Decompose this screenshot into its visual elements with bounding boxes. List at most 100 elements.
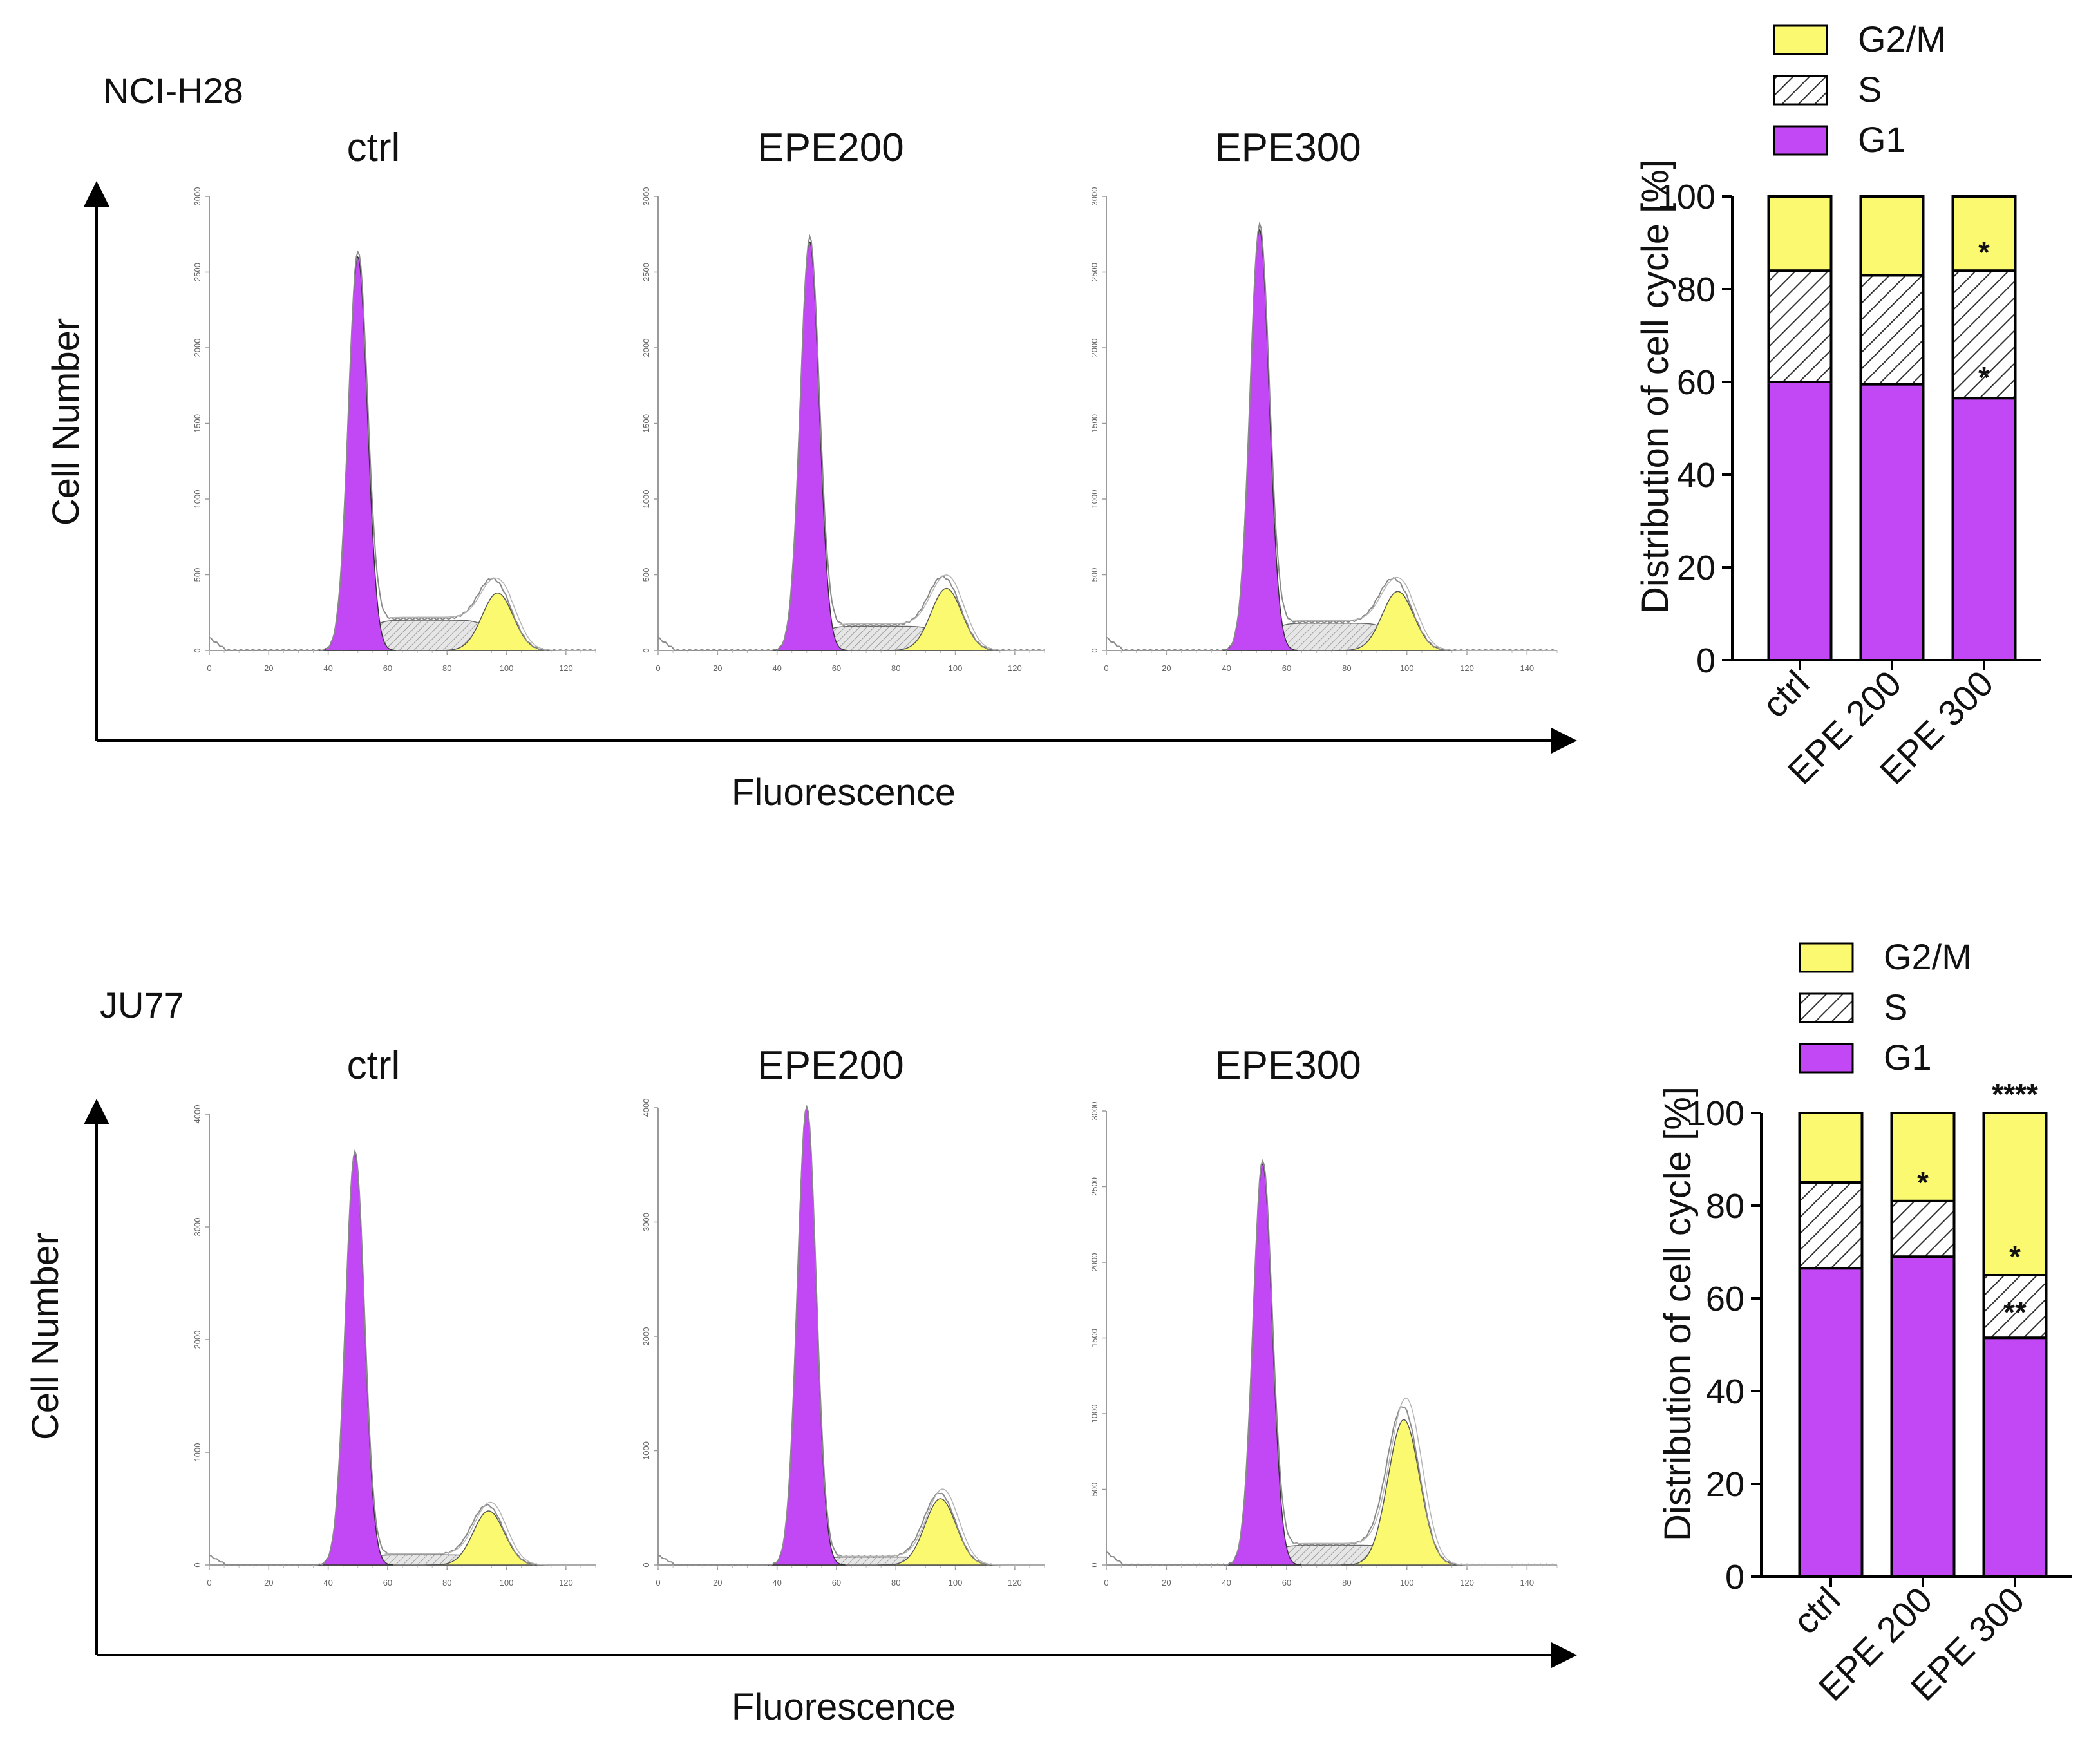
bar-segment-g2m bbox=[1798, 1112, 1864, 1184]
bar-segment-s bbox=[1859, 274, 1925, 386]
bar-y-tick-label: 100 bbox=[1687, 1094, 1744, 1133]
bar-segment-g2m bbox=[1767, 195, 1833, 272]
fit-outline bbox=[387, 577, 596, 651]
bar-y-tick-label: 0 bbox=[1725, 1558, 1744, 1597]
histogram-title: EPE300 bbox=[1215, 1043, 1361, 1088]
hist-y-tick-label: 500 bbox=[1090, 568, 1099, 582]
hist-x-tick-label: 100 bbox=[1400, 663, 1414, 673]
hist-y-tick-label: 1000 bbox=[641, 1441, 651, 1460]
fit-outline bbox=[384, 1501, 596, 1566]
bar-segment-g2m bbox=[1951, 195, 2017, 272]
histogram-epe300: EPE300 0 20 40 60 80 100 120 140 0 500 1000 1500 200… bbox=[1090, 126, 1558, 673]
bar-segment-g1 bbox=[1951, 397, 2017, 661]
hist-x-tick-label: 120 bbox=[1008, 663, 1022, 673]
hist-y-tick-label: 0 bbox=[193, 648, 202, 652]
hist-x-tick-label: 0 bbox=[1104, 663, 1108, 673]
hist-x-tick-label: 40 bbox=[1222, 1578, 1231, 1588]
hist-y-tick-label: 2000 bbox=[193, 339, 202, 357]
hist-x-tick-label: 100 bbox=[949, 663, 963, 673]
bar-y-axis-label: Distribution of cell cycle [%] bbox=[1634, 159, 1676, 614]
bar-y-tick-label: 80 bbox=[1677, 270, 1716, 309]
bar-category-label: ctrl bbox=[1785, 1579, 1848, 1642]
bar-segment-s bbox=[1890, 1199, 1956, 1258]
bar-y-tick-label: 60 bbox=[1706, 1280, 1744, 1318]
legend-swatch bbox=[1799, 942, 1854, 973]
hist-y-tick-label: 2500 bbox=[193, 263, 202, 281]
bar-category-label: ctrl bbox=[1754, 663, 1817, 725]
bar-segment-g1 bbox=[1890, 1255, 1956, 1578]
histogram-ctrl: ctrl 0 20 40 60 80 100 120 0 500 1000 1500 2000 2500… bbox=[193, 126, 596, 673]
hist-y-tick-label: 3000 bbox=[1090, 187, 1099, 206]
bar-segment-g1 bbox=[1798, 1267, 1864, 1578]
bar-segment-g2m bbox=[1982, 1112, 2048, 1276]
hist-y-tick-label: 1500 bbox=[193, 414, 202, 433]
x-axis-label: Fluorescence bbox=[732, 772, 956, 813]
hist-x-tick-label: 0 bbox=[656, 663, 660, 673]
raw-histogram-outline bbox=[209, 1148, 596, 1566]
hist-y-tick-label: 0 bbox=[1090, 1562, 1099, 1567]
bar-segment-g1 bbox=[1982, 1336, 2048, 1578]
bar-y-tick-label: 40 bbox=[1706, 1372, 1744, 1411]
hist-y-tick-label: 1000 bbox=[1090, 490, 1099, 509]
fit-outline bbox=[839, 574, 1045, 651]
g1-peak bbox=[1224, 1163, 1301, 1566]
significance-marker: ** bbox=[2003, 1296, 2027, 1329]
bar-y-tick-label: 0 bbox=[1696, 641, 1716, 680]
hist-y-tick-label: 1500 bbox=[1090, 414, 1099, 433]
stacked-bar-chart-nci-h28: Distribution of cell cycle [%] 0 20 40 60 80… bbox=[1634, 19, 2041, 792]
fit-outline bbox=[836, 1488, 1045, 1566]
hist-y-tick-label: 2000 bbox=[1090, 1253, 1099, 1272]
raw-histogram-outline bbox=[1106, 1159, 1558, 1566]
panel-ju77: JU77 Cell Number Fluorescence ctrl 0 20 40… bbox=[24, 936, 2072, 1728]
bar-y-tick-label: 20 bbox=[1677, 549, 1716, 587]
g2m-peak bbox=[1341, 1419, 1467, 1566]
hist-x-tick-label: 60 bbox=[832, 1578, 841, 1588]
hist-y-tick-label: 1500 bbox=[1090, 1329, 1099, 1347]
g1-peak bbox=[768, 1106, 847, 1566]
cell-line-label: JU77 bbox=[100, 985, 184, 1025]
hist-y-tick-label: 2000 bbox=[193, 1331, 202, 1349]
hist-y-tick-label: 2500 bbox=[1090, 263, 1099, 281]
bar-y-axis-label: Distribution of cell cycle [%] bbox=[1657, 1086, 1699, 1541]
hist-x-tick-label: 80 bbox=[891, 663, 900, 673]
hist-x-tick-label: 100 bbox=[949, 1578, 963, 1588]
bar-y-tick-label: 40 bbox=[1677, 456, 1716, 495]
significance-marker: * bbox=[2009, 1240, 2021, 1273]
significance-marker: * bbox=[1917, 1166, 1929, 1199]
g1-peak bbox=[316, 1153, 393, 1566]
hist-y-tick-label: 2000 bbox=[1090, 339, 1099, 357]
hist-x-tick-label: 20 bbox=[713, 663, 722, 673]
hist-x-tick-label: 120 bbox=[559, 1578, 573, 1588]
legend-swatch bbox=[1799, 992, 1854, 1023]
hist-y-tick-label: 2500 bbox=[641, 263, 651, 281]
hist-y-tick-label: 2000 bbox=[641, 339, 651, 357]
legend-label: G2/M bbox=[1884, 936, 1972, 977]
hist-x-tick-label: 40 bbox=[323, 1578, 332, 1588]
hist-y-tick-label: 0 bbox=[641, 1562, 651, 1567]
fit-outline bbox=[1289, 576, 1557, 651]
hist-y-tick-label: 3000 bbox=[193, 1218, 202, 1237]
hist-x-tick-label: 20 bbox=[264, 663, 273, 673]
x-axis-label: Fluorescence bbox=[732, 1686, 956, 1728]
bar-segment-g1 bbox=[1859, 383, 1925, 661]
histogram-ctrl: ctrl 0 20 40 60 80 100 120 0 1000 2000 3000 4000 bbox=[193, 1043, 596, 1588]
hist-y-tick-label: 3000 bbox=[1090, 1102, 1099, 1121]
stacked-bar-chart-ju77: Distribution of cell cycle [%] 0 20 40 60 80… bbox=[1657, 936, 2072, 1709]
raw-histogram-outline bbox=[657, 1105, 1045, 1566]
hist-y-tick-label: 0 bbox=[1090, 648, 1099, 652]
significance-marker: **** bbox=[1992, 1077, 2038, 1111]
hist-x-tick-label: 40 bbox=[772, 663, 781, 673]
legend-label: S bbox=[1884, 987, 1907, 1027]
bar-segment-g1 bbox=[1767, 381, 1833, 661]
hist-x-tick-label: 120 bbox=[1008, 1578, 1022, 1588]
significance-marker: * bbox=[1978, 235, 1990, 269]
hist-y-tick-label: 2500 bbox=[1090, 1177, 1099, 1196]
bar-segment-g2m bbox=[1890, 1112, 1956, 1202]
legend-label: G1 bbox=[1858, 119, 1906, 160]
histogram-epe300: EPE300 0 20 40 60 80 100 120 140 0 500 1000 1500 200… bbox=[1090, 1043, 1558, 1588]
cell-line-label: NCI-H28 bbox=[103, 70, 243, 111]
hist-y-tick-label: 1000 bbox=[193, 490, 202, 509]
hist-x-tick-label: 60 bbox=[383, 663, 392, 673]
legend-swatch bbox=[1773, 125, 1828, 156]
